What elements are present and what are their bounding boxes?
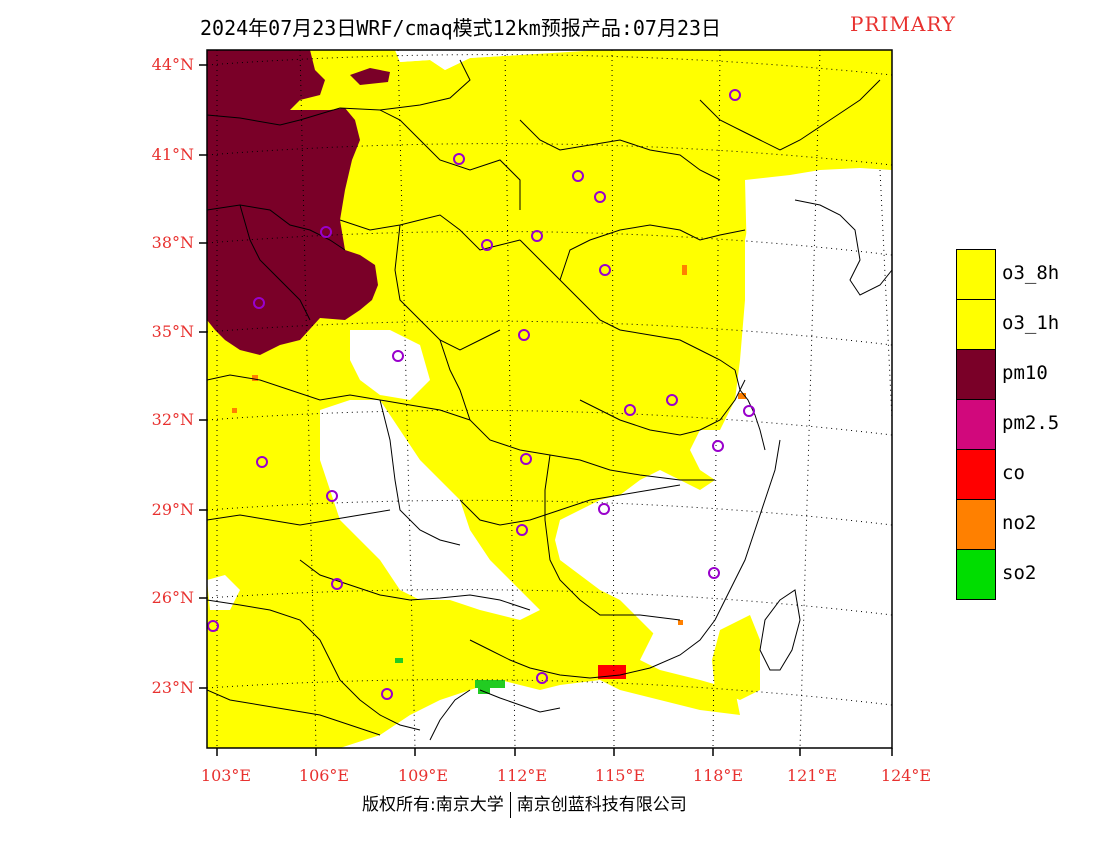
- lat-label: 35°N: [151, 322, 194, 341]
- legend-label: no2: [1002, 512, 1037, 534]
- legend-swatch: [956, 299, 996, 350]
- copyright-company: 南京创蓝科技有限公司: [516, 795, 687, 815]
- lon-label: 103°E: [200, 766, 252, 785]
- station-marker: [712, 440, 724, 452]
- lat-label: 26°N: [151, 588, 194, 607]
- legend-swatch: [956, 449, 996, 500]
- ozone-patch-northeast: [860, 50, 892, 170]
- lat-label: 38°N: [151, 233, 194, 252]
- legend-label: pm10: [1002, 362, 1048, 384]
- copyright-separator: [509, 792, 511, 818]
- legend-swatch: [956, 399, 996, 450]
- lon-label: 112°E: [496, 766, 548, 785]
- station-marker: [381, 688, 393, 700]
- no2-hotspot-1: [738, 393, 746, 399]
- lon-label: 118°E: [692, 766, 744, 785]
- so2-hotspot-1: [475, 680, 505, 688]
- lon-label: 124°E: [880, 766, 932, 785]
- lat-label: 23°N: [151, 678, 194, 697]
- station-marker: [743, 405, 755, 417]
- lat-label: 29°N: [151, 500, 194, 519]
- legend-swatch: [956, 549, 996, 600]
- legend-label: so2: [1002, 562, 1037, 584]
- copyright: 版权所有:南京大学 南京创蓝科技有限公司: [362, 790, 687, 818]
- station-marker: [331, 578, 343, 590]
- station-marker: [598, 503, 610, 515]
- station-marker: [481, 239, 493, 251]
- station-marker: [666, 394, 678, 406]
- pm10-region: [207, 50, 378, 355]
- ozone-patch-east: [712, 615, 760, 700]
- so2-hotspot-3: [395, 658, 403, 663]
- clean-region-3: [600, 495, 710, 640]
- station-marker: [531, 230, 543, 242]
- station-marker: [516, 524, 528, 536]
- station-marker: [253, 297, 265, 309]
- station-marker: [453, 153, 465, 165]
- lat-label: 44°N: [151, 55, 194, 74]
- map-title-tag: PRIMARY: [850, 12, 956, 36]
- legend-label: o3_8h: [1002, 262, 1060, 284]
- clean-region-1: [320, 400, 540, 620]
- station-marker: [207, 620, 219, 632]
- lon-label: 115°E: [594, 766, 646, 785]
- lon-ticks: [216, 748, 893, 756]
- legend-swatch: [956, 249, 996, 300]
- station-marker: [520, 453, 532, 465]
- station-marker: [536, 672, 548, 684]
- station-marker: [599, 264, 611, 276]
- clean-region-6: [395, 50, 520, 70]
- station-marker: [729, 89, 741, 101]
- boundary-lines: [207, 59, 892, 741]
- station-marker: [594, 191, 606, 203]
- legend-label: o3_1h: [1002, 312, 1060, 334]
- ozone-region: [207, 50, 892, 748]
- lat-label: 41°N: [151, 145, 194, 164]
- legend-swatch: [956, 499, 996, 550]
- station-marker: [708, 567, 720, 579]
- no2-hotspot-3: [252, 375, 258, 381]
- no2-hotspot-2: [682, 265, 687, 275]
- map-frame: [206, 49, 893, 749]
- copyright-owner: 版权所有:南京大学: [362, 795, 504, 815]
- so2-hotspot-2: [478, 688, 490, 694]
- station-marker: [320, 226, 332, 238]
- legend-label: pm2.5: [1002, 412, 1060, 434]
- lon-label: 106°E: [298, 766, 350, 785]
- station-marker: [256, 456, 268, 468]
- station-marker: [572, 170, 584, 182]
- clean-region-5: [350, 330, 430, 400]
- lat-ticks: [199, 64, 207, 689]
- lon-label: 109°E: [397, 766, 449, 785]
- station-marker: [624, 404, 636, 416]
- legend-swatch: [956, 349, 996, 400]
- station-marker: [518, 329, 530, 341]
- legend-label: co: [1002, 462, 1025, 484]
- no2-hotspot-4: [232, 408, 237, 413]
- station-markers: [207, 89, 755, 700]
- station-marker: [392, 350, 404, 362]
- lon-label: 121°E: [786, 766, 838, 785]
- clean-region-4: [740, 170, 892, 748]
- lat-label: 32°N: [151, 410, 194, 429]
- graticule: [207, 50, 892, 748]
- map-title: 2024年07月23日WRF/cmaq模式12km预报产品:07月23日: [200, 16, 722, 40]
- pm10-region-small: [350, 68, 390, 85]
- no2-hotspot-5: [678, 620, 683, 625]
- station-marker: [326, 490, 338, 502]
